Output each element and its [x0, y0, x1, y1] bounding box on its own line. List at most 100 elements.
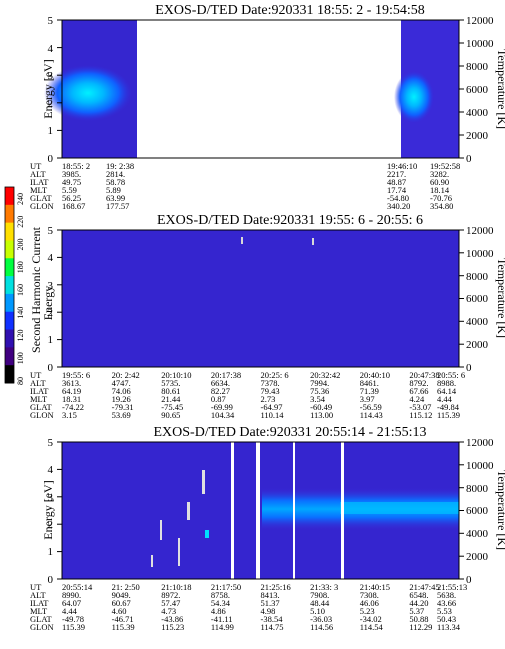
panel-2-y2tick-5: 10000 [466, 248, 494, 260]
panel-2-c2-mlt: 21.44 [161, 394, 181, 404]
panel-3-c7-glat: 50.88 [409, 614, 428, 624]
colorbar-tick-label: 200 [16, 239, 25, 251]
panel-3-c3-glat: -41.11 [211, 614, 233, 624]
panel-3-left-axis: 0 1 2 3 4 5 Energy [eV] [41, 437, 62, 586]
panel-2-spike-1 [241, 237, 243, 244]
panel-3-y2tick-5: 10000 [466, 460, 494, 472]
panel-3-c4-mlt: 4.98 [261, 606, 276, 616]
panel-1-y2tick-6: 12000 [466, 15, 494, 27]
panel-3-title: EXOS-D/TED Date:920331 20:55:14 - 21:55:… [154, 425, 427, 440]
panel-2-noise [62, 230, 459, 367]
panel-2-c0-ilat: 64.19 [62, 386, 81, 396]
panel-3-c1-mlt: 4.60 [112, 606, 127, 616]
panel-3-y2label: Temperature [K] [495, 470, 505, 550]
panel-2-c1-ilat: 74.06 [112, 386, 131, 396]
panel-1-c3-ut: 19:52:58 [430, 161, 460, 171]
panel-2-c3-glat: -69.99 [211, 402, 233, 412]
panel-2-c7-mlt: 4.24 [409, 394, 425, 404]
panel-3-c1-alt: 9049. [112, 590, 131, 600]
panel-2-ytick-1: 1 [48, 334, 54, 346]
panel-2-c6-alt: 8461. [360, 378, 379, 388]
panel-1-ytick-2: 2 [48, 98, 54, 110]
panel-2-c1-alt: 4747. [112, 378, 131, 388]
colorbar-label: Second Harmonic Current [29, 226, 43, 353]
panel-3-c3-glon: 114.99 [211, 622, 234, 632]
panel-2-rowlabel-alt: ALT [30, 378, 47, 388]
panel-2-c2-alt: 5735. [161, 378, 180, 388]
panel-1-c0-glat: 56.25 [62, 193, 81, 203]
panel-1-c0-mlt: 5.59 [62, 185, 77, 195]
panel-2-c7-glat: -53.07 [409, 402, 431, 412]
panel-3-c2-ilat: 57.47 [161, 598, 180, 608]
panel-3-c8-alt: 5638. [437, 590, 456, 600]
panel-3-c5-ut: 21:33: 3 [310, 582, 338, 592]
panel-3-c1-glat: -46.71 [112, 614, 134, 624]
panel-3-c6-glon: 114.54 [360, 622, 384, 632]
panel-2-y2tick-0: 0 [466, 362, 472, 374]
panel-2-c4-glat: -64.97 [261, 402, 283, 412]
panel-3-rowlabel-glat: GLAT [30, 614, 53, 624]
panel-3-spike-3 [178, 538, 180, 566]
panel-2-c4-mlt: 2.73 [261, 394, 276, 404]
panel-1-c1-ilat: 58.78 [106, 177, 125, 187]
panel-3-rowlabel-mlt: MLT [30, 606, 48, 616]
panel-1-ytick-4: 4 [48, 43, 54, 55]
panel-2-ytick-0: 0 [48, 362, 54, 374]
colorbar-tick-label: 100 [16, 352, 25, 364]
panel-1: EXOS-D/TED Date:920331 18:55: 2 - 19:54:… [30, 3, 505, 211]
panel-1-y2tick-5: 10000 [466, 38, 494, 50]
panel-3-rowlabel-alt: ALT [30, 590, 47, 600]
panel-3-spike-1 [202, 470, 205, 494]
panel-3-c6-mlt: 5.23 [360, 606, 375, 616]
colorbar-cell [5, 365, 14, 384]
colorbar-cell [5, 347, 14, 366]
panel-3-c0-glat: -49.78 [62, 614, 84, 624]
panel-3-c6-ut: 21:40:15 [360, 582, 390, 592]
panel-2-y2tick-3: 6000 [466, 293, 489, 305]
panel-3-ytick-2: 2 [48, 519, 54, 531]
panel-3-spike-2 [187, 502, 190, 520]
panel-3-c5-ilat: 48.44 [310, 598, 330, 608]
panel-3-spike-4 [160, 520, 162, 540]
colorbar-tick-label: 80 [16, 377, 25, 385]
panel-3-y2tick-2: 4000 [466, 528, 489, 540]
panel-1-ytick-1: 1 [48, 125, 54, 137]
panel-3-y2tick-1: 2000 [466, 551, 489, 563]
panel-1-rowlabel-glon: GLON [30, 201, 54, 211]
panel-3-c7-ut: 21:47:45 [409, 582, 439, 592]
panel-2-y2tick-6: 12000 [466, 225, 494, 237]
panel-2-c5-alt: 7994. [310, 378, 329, 388]
colorbar-frame [4, 186, 15, 384]
panel-2-c8-ilat: 64.14 [437, 386, 457, 396]
panel-2-c2-ut: 20:10:10 [161, 370, 191, 380]
panel-3-y2tick-6: 12000 [466, 437, 494, 449]
panel-3-c0-ilat: 64.07 [62, 598, 81, 608]
panel-1-c2-ut: 19:46:10 [387, 161, 417, 171]
panel-3-ylabel: Energy [eV] [41, 480, 55, 539]
panel-3-c7-mlt: 5.37 [409, 606, 424, 616]
panel-3-c4-ut: 21:25:16 [261, 582, 291, 592]
panel-1-c3-mlt: 18.14 [430, 185, 450, 195]
panel-1-c2-alt: 2217. [387, 169, 406, 179]
panel-2-spike-2 [312, 238, 314, 245]
panel-2-c2-glat: -75.45 [161, 402, 183, 412]
panel-1-c3-glon: 354.80 [430, 201, 453, 211]
panel-1-c2-glat: -54.80 [387, 193, 409, 203]
panel-1-right-axis: 0 2000 4000 6000 8000 10000 12000 Temper… [459, 15, 505, 165]
panel-3-c8-mlt: 5.53 [437, 606, 452, 616]
panel-3-ytick-5: 5 [48, 437, 54, 449]
panel-1-info-table: UT ALT ILAT MLT GLAT GLON 18:55: 2 3985.… [30, 161, 460, 211]
panel-1-c0-ut: 18:55: 2 [62, 161, 90, 171]
panel-3-ytick-0: 0 [48, 574, 54, 586]
panel-1-ytick-3: 3 [48, 70, 54, 82]
panel-3-c6-ilat: 46.06 [360, 598, 379, 608]
panel-1-c2-glon: 340.20 [387, 201, 410, 211]
panel-3-rowlabel-glon: GLON [30, 622, 54, 632]
panel-2-y2label: Temperature [K] [495, 258, 505, 338]
panel-2-c5-glat: -60.49 [310, 402, 332, 412]
panel-3-y2tick-0: 0 [466, 574, 472, 586]
panel-2-c5-ilat: 75.36 [310, 386, 329, 396]
panel-2-c4-alt: 7378. [261, 378, 280, 388]
panel-2-c8-mlt: 4.44 [437, 394, 453, 404]
panel-2-title: EXOS-D/TED Date:920331 19:55: 6 - 20:55:… [157, 213, 423, 228]
